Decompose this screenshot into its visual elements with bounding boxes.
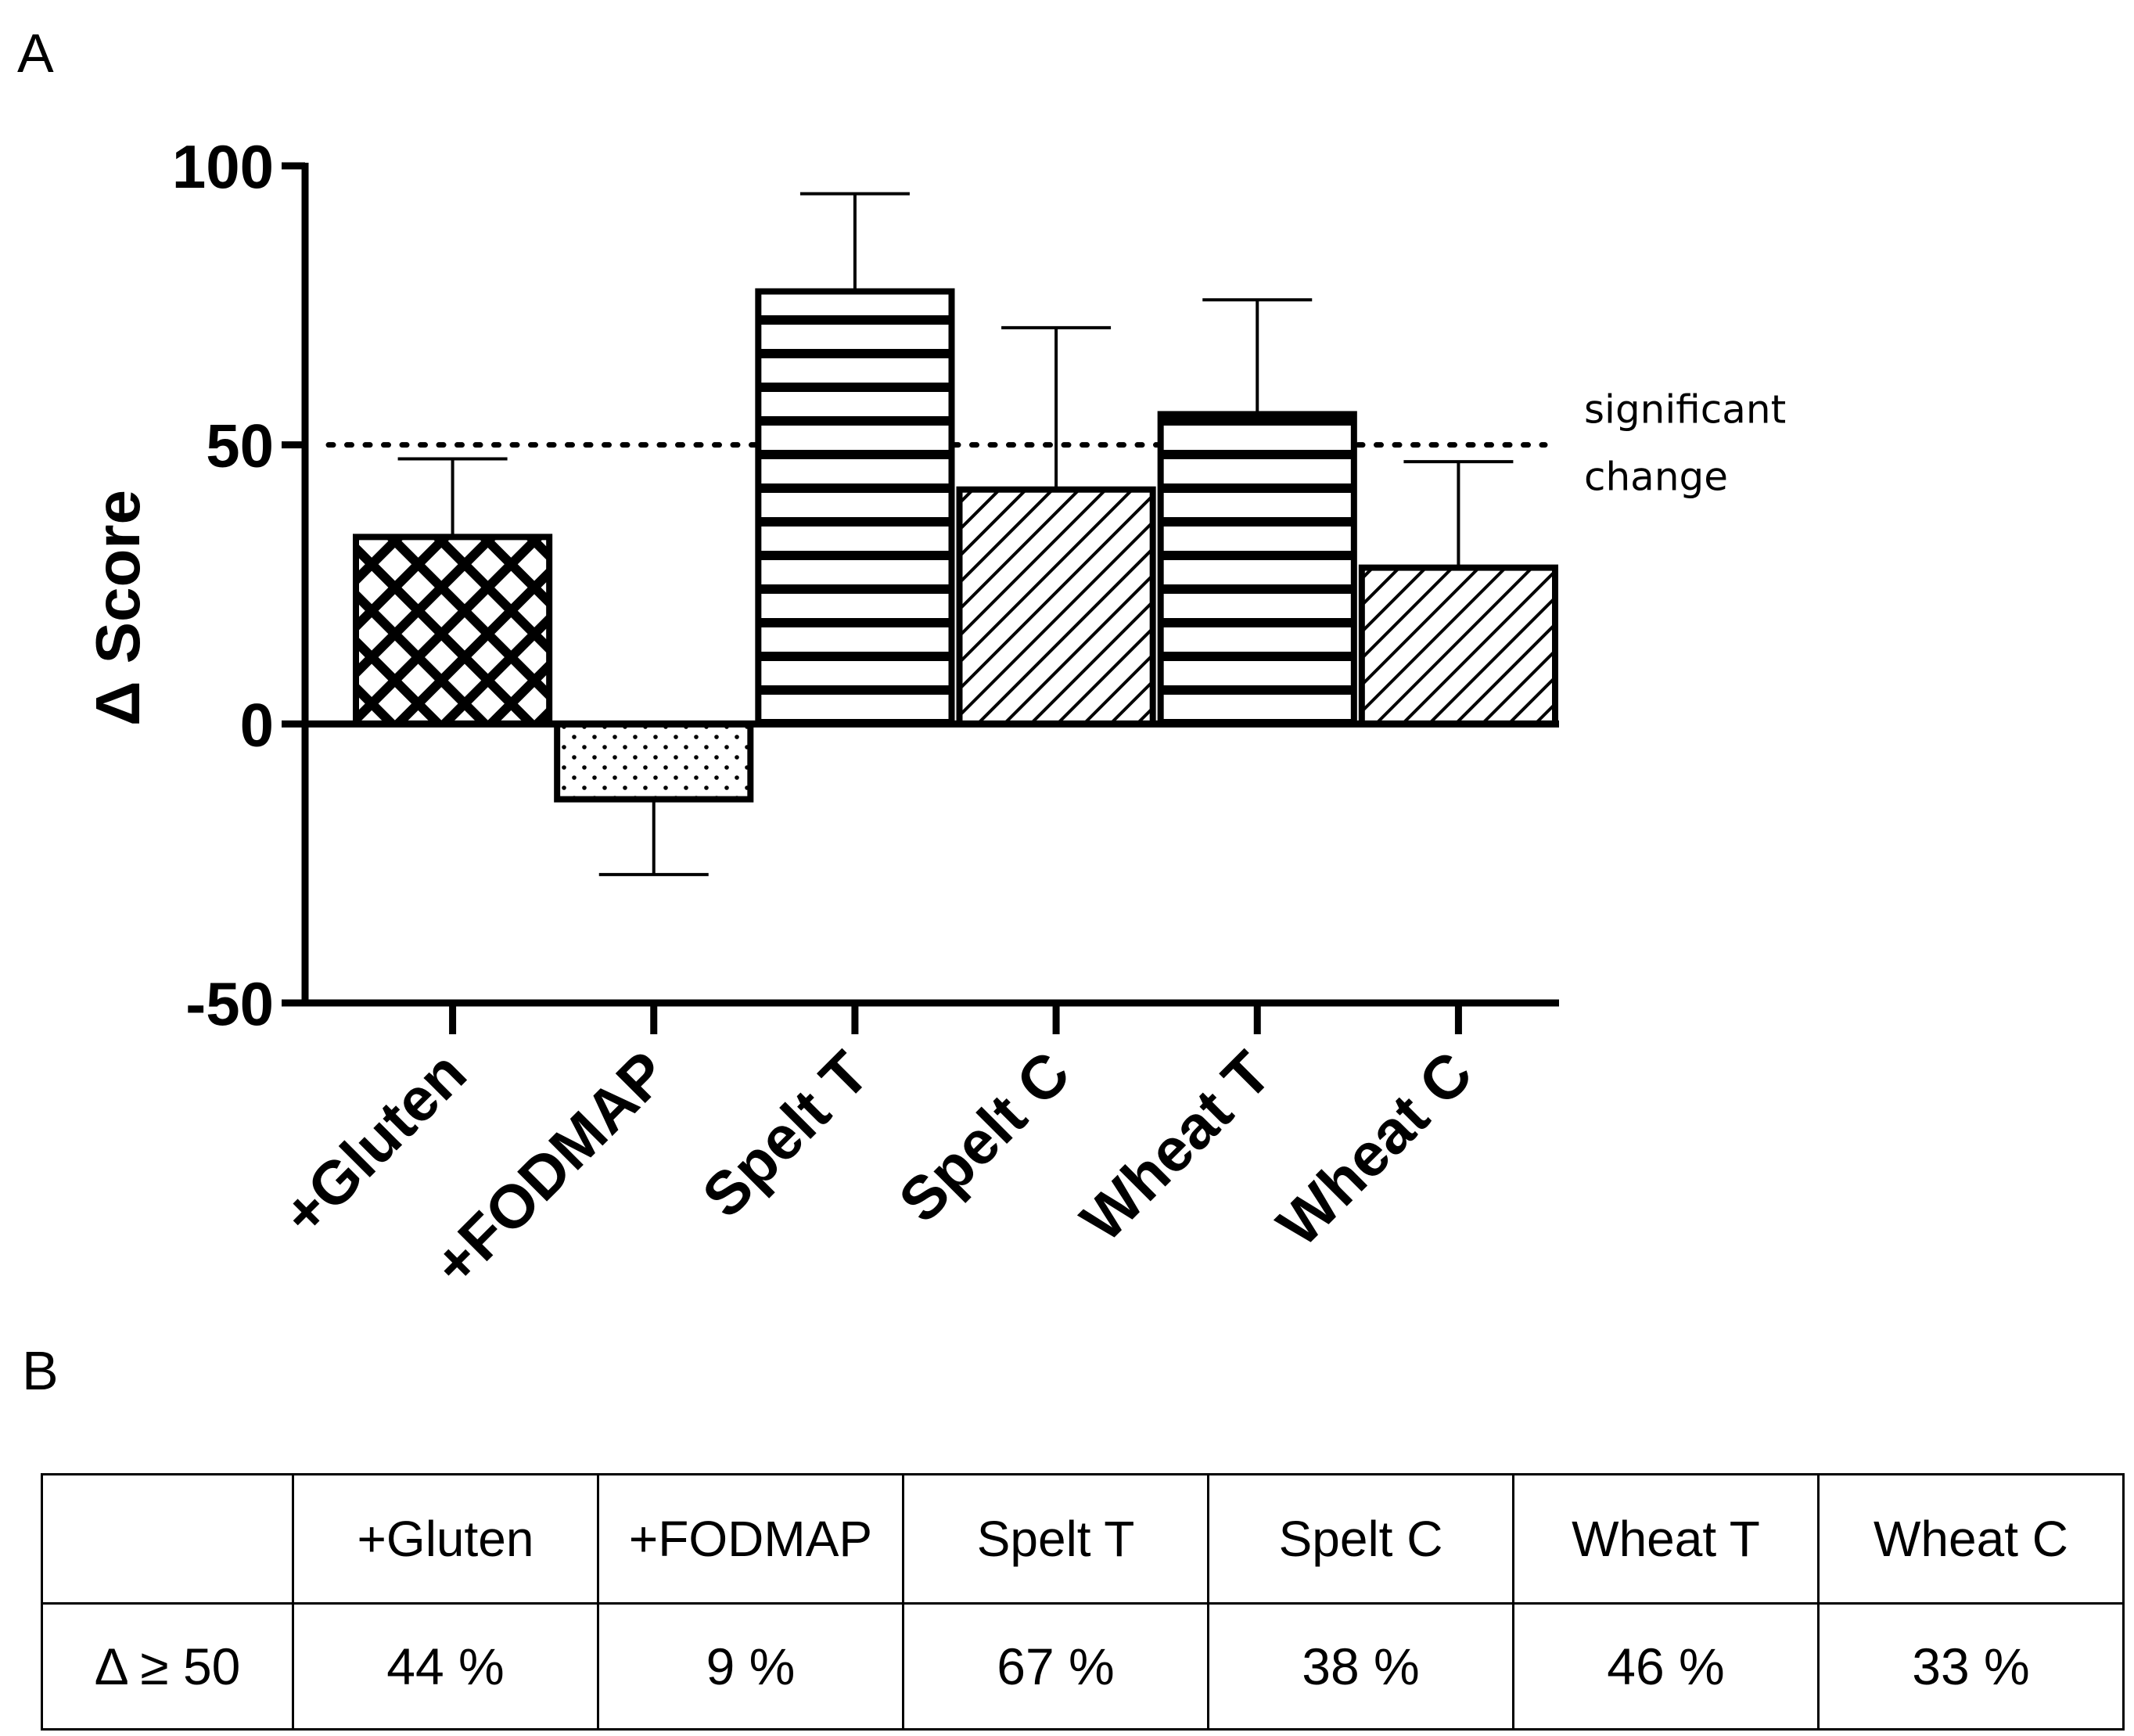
y-tick-label: 50 — [206, 412, 274, 480]
table-cell: 46 % — [1512, 1602, 1820, 1731]
table-cell: 33 % — [1817, 1602, 2125, 1731]
y-tick-label: -50 — [185, 969, 274, 1038]
table-row: Δ ≥ 50 44 % 9 % 67 % 38 % 46 % 33 % — [41, 1602, 2125, 1731]
table-cell: 38 % — [1207, 1602, 1514, 1731]
bar — [1157, 411, 1357, 728]
x-tick-label: Wheat C — [1264, 1038, 1486, 1260]
x-tick-label: +Gluten — [269, 1038, 480, 1249]
table-header-cell: +FODMAP — [597, 1473, 904, 1605]
bar — [1358, 564, 1559, 728]
y-tick-label: 100 — [172, 132, 274, 201]
y-axis-title: Δ Score — [83, 490, 153, 726]
panel-b-label: B — [22, 1340, 59, 1401]
table-cell: 44 % — [292, 1602, 599, 1731]
bar — [956, 486, 1156, 728]
table-header-row: +Gluten +FODMAP Spelt T Spelt C Wheat T … — [41, 1473, 2125, 1605]
table-header-cell: Wheat T — [1512, 1473, 1820, 1605]
x-tick-label: Spelt C — [886, 1038, 1083, 1235]
bar — [755, 288, 955, 728]
y-tick-label: 0 — [240, 690, 274, 759]
panel-a-label: A — [17, 23, 54, 84]
summary-table: +Gluten +FODMAP Spelt T Spelt C Wheat T … — [41, 1473, 2125, 1731]
table-header-cell: Spelt T — [902, 1473, 1209, 1605]
table-cell: 67 % — [902, 1602, 1209, 1731]
x-tick-label: Wheat T — [1068, 1038, 1284, 1255]
table-cell: 9 % — [597, 1602, 904, 1731]
bar — [554, 721, 754, 803]
reference-line-label: change — [1584, 455, 1728, 500]
table-header-cell: +Gluten — [292, 1473, 599, 1605]
reference-line-label: significant — [1584, 387, 1786, 433]
table-header-cell: Spelt C — [1207, 1473, 1514, 1605]
bar — [353, 534, 553, 728]
table-row-label: Δ ≥ 50 — [41, 1602, 294, 1731]
table-header-cell: Wheat C — [1817, 1473, 2125, 1605]
table-header-cell — [41, 1473, 294, 1605]
x-tick-label: Spelt T — [689, 1038, 882, 1231]
